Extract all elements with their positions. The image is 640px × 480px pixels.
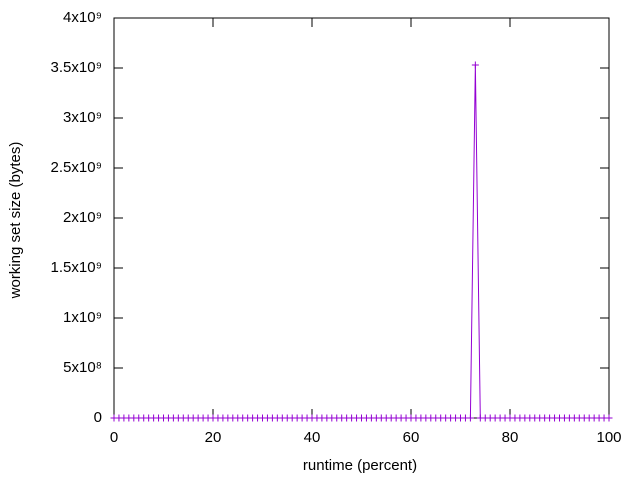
x-tick-label: 60 [403,429,420,446]
x-tick-label: 40 [304,429,321,446]
plot-frame [113,17,610,419]
x-axis-label: runtime (percent) [303,457,417,474]
y-tick-label: 1x10⁹ [63,309,102,326]
y-axis-label: working set size (bytes) [7,142,24,300]
y-tick-label: 2x10⁹ [63,209,102,226]
x-tick-label: 20 [205,429,222,446]
y-tick-label: 5x10⁸ [63,359,102,376]
data-point [466,414,474,422]
x-tick-label: 100 [596,429,621,446]
data-point [605,414,613,422]
y-tick-label: 2.5x10⁹ [51,159,102,176]
x-tick-label: 0 [110,429,118,446]
y-tick-label: 0 [94,409,102,426]
y-tick-label: 1.5x10⁹ [51,259,102,276]
data-point [471,61,479,69]
y-tick-label: 4x10⁹ [63,9,102,26]
data-line [114,64,609,419]
y-tick-label: 3x10⁹ [63,109,102,126]
x-tick-label: 80 [502,429,519,446]
y-tick-label: 3.5x10⁹ [51,59,102,76]
